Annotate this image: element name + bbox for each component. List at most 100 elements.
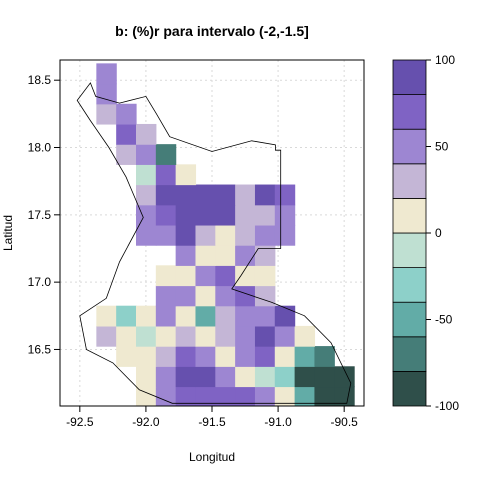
heat-cell — [96, 103, 117, 125]
heat-cell — [136, 184, 157, 206]
heat-cell — [274, 224, 296, 246]
colorbar-tick-label: -50 — [435, 313, 453, 327]
heat-cell — [96, 305, 117, 327]
heat-cell — [155, 164, 177, 186]
heat-cell — [235, 346, 256, 367]
heat-cell — [274, 204, 296, 226]
heat-cell — [215, 325, 236, 347]
heat-cell — [334, 386, 355, 406]
x-tick-label: -91.5 — [198, 415, 226, 429]
heat-cell — [254, 245, 276, 266]
heat-cell — [136, 346, 157, 367]
heat-cell — [116, 123, 137, 145]
heat-cell — [215, 204, 236, 226]
heat-cell — [175, 164, 197, 186]
heat-cell — [155, 184, 177, 206]
y-tick-label: 18.0 — [28, 141, 52, 155]
heat-cell — [136, 305, 157, 327]
heat-cell — [116, 325, 137, 347]
heat-cell — [274, 366, 296, 388]
colorbar-swatch — [392, 163, 427, 199]
heat-cell — [136, 123, 157, 145]
heat-cell — [155, 144, 177, 165]
heat-cell — [136, 204, 157, 226]
heat-cell — [274, 346, 296, 367]
heat-cell — [195, 184, 216, 206]
y-axis: 16.5 17.0 17.5 18.0 18.5 — [28, 73, 60, 356]
heat-cell — [195, 245, 216, 266]
heat-cell — [274, 325, 296, 347]
x-tick-label: -92.0 — [132, 415, 160, 429]
heat-cell — [175, 346, 197, 367]
heat-cell — [96, 83, 117, 105]
heat-cell — [136, 386, 157, 406]
heat-cell — [235, 386, 256, 406]
heat-cell — [175, 224, 197, 246]
colorbar-swatch — [392, 336, 427, 372]
x-tick-label: -91.0 — [264, 415, 292, 429]
heat-cell — [195, 265, 216, 287]
heat-cell — [254, 285, 276, 307]
heat-cell — [215, 386, 236, 406]
colorbar-swatch — [392, 370, 427, 407]
heat-cell — [254, 224, 276, 246]
y-axis-label: Latitud — [1, 215, 15, 251]
x-tick-label: -90.5 — [330, 415, 358, 429]
heat-cell — [195, 346, 216, 367]
heat-cell — [155, 285, 177, 307]
heat-cell — [195, 305, 216, 327]
heat-cell — [116, 346, 137, 367]
heat-cell — [195, 224, 216, 246]
heat-cell — [175, 386, 197, 406]
colorbar-swatch — [392, 267, 427, 303]
colorbar-tick-label: 100 — [435, 53, 455, 67]
heat-cell — [136, 325, 157, 347]
heat-cell — [334, 366, 355, 388]
heat-cell — [175, 305, 197, 327]
heat-cell — [155, 305, 177, 327]
heat-cell — [175, 204, 197, 226]
heat-cell — [96, 63, 117, 85]
heat-cell — [155, 265, 177, 287]
heat-cell — [155, 366, 177, 388]
heat-cell — [274, 184, 296, 206]
heatmap-cells — [96, 63, 355, 406]
heat-cell — [314, 346, 335, 367]
colorbar-swatch — [392, 301, 427, 338]
y-tick-label: 16.5 — [28, 342, 52, 356]
colorbar-tick-label: 50 — [435, 140, 449, 154]
x-tick-label: -92.5 — [66, 415, 94, 429]
heat-cell — [254, 305, 276, 327]
heat-cell — [254, 386, 276, 406]
heat-cell — [215, 366, 236, 388]
heat-cell — [235, 325, 256, 347]
heat-cell — [175, 265, 197, 287]
colorbar: -100 -50 0 50 100 — [392, 53, 459, 413]
heat-cell — [215, 305, 236, 327]
y-tick-label: 17.5 — [28, 208, 52, 222]
heat-cell — [215, 265, 236, 287]
heat-cell — [116, 144, 137, 165]
heat-cell — [136, 164, 157, 186]
colorbar-swatch — [392, 59, 427, 95]
heat-cell — [215, 285, 236, 307]
heat-cell — [235, 245, 256, 266]
heat-cell — [175, 245, 197, 266]
heat-cell — [175, 325, 197, 347]
heat-cell — [294, 346, 316, 367]
heat-cell — [254, 184, 276, 206]
heat-cell — [314, 366, 335, 388]
heat-cell — [215, 346, 236, 367]
heat-cell — [175, 184, 197, 206]
heat-cell — [195, 386, 216, 406]
heat-cell — [314, 386, 335, 406]
heat-cell — [155, 325, 177, 347]
colorbar-swatch — [392, 94, 427, 130]
chart-title: b: (%)r para intervalo (-2,-1.5] — [115, 23, 309, 39]
colorbar-tick-label: -100 — [435, 399, 459, 413]
heat-cell — [195, 204, 216, 226]
heat-cell — [235, 204, 256, 226]
y-tick-label: 18.5 — [28, 73, 52, 87]
heat-cell — [175, 366, 197, 388]
